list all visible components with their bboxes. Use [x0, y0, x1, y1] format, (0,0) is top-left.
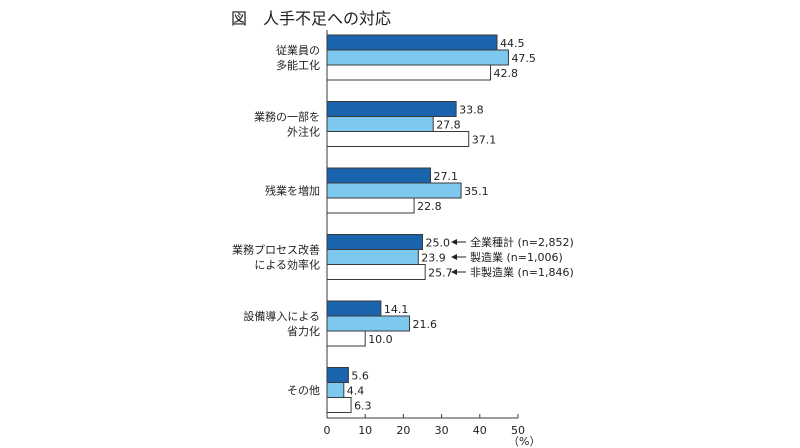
value-label: 27.1 — [434, 170, 459, 183]
category-labels: 従業員の多能工化業務の一部を外注化残業を増加業務プロセス改善による効率化設備導入… — [232, 44, 320, 397]
legend-entry: 全業種計 (n=2,852) — [470, 235, 574, 249]
bar-non-manufacturing — [326, 397, 352, 413]
category-label: 従業員の — [276, 44, 320, 57]
value-label: 22.8 — [417, 200, 442, 213]
bar-manufacturing — [326, 49, 509, 66]
bar-all-industries — [326, 234, 423, 250]
legend-arrowhead — [451, 254, 457, 260]
category-label: その他 — [287, 384, 320, 397]
value-label: 44.5 — [500, 37, 525, 50]
bars-group — [326, 34, 509, 413]
bar-manufacturing — [326, 315, 411, 332]
value-label: 25.0 — [426, 237, 451, 250]
legend: 全業種計 (n=2,852)製造業 (n=1,006)非製造業 (n=1,846… — [451, 235, 574, 279]
legend-arrowhead — [451, 269, 457, 275]
legend-arrowhead — [451, 239, 457, 245]
legend-entry: 製造業 (n=1,006) — [470, 250, 563, 264]
value-label: 27.8 — [436, 119, 461, 132]
bar-all-industries — [326, 300, 382, 317]
value-label: 25.7 — [428, 267, 453, 280]
value-label: 5.6 — [351, 370, 369, 383]
bar-manufacturing — [326, 382, 345, 398]
category-label: 業務の一部を — [254, 110, 320, 124]
x-tick-label: 10 — [358, 424, 372, 437]
x-tick-label: 20 — [396, 424, 410, 437]
bar-non-manufacturing — [326, 197, 415, 214]
bar-non-manufacturing — [326, 264, 426, 280]
x-tick-label: 30 — [435, 424, 449, 437]
x-axis-unit-label: （%） — [508, 435, 540, 448]
bar-all-industries — [326, 34, 498, 51]
value-label: 42.8 — [493, 67, 517, 80]
value-label: 4.4 — [347, 385, 365, 398]
category-label: 省力化 — [287, 324, 320, 338]
bar-all-industries — [326, 367, 349, 383]
bar-manufacturing — [326, 249, 419, 265]
bar-manufacturing — [326, 116, 434, 132]
value-label: 47.5 — [511, 52, 536, 65]
category-label: 外注化 — [287, 125, 320, 139]
bar-non-manufacturing — [326, 330, 366, 347]
bar-non-manufacturing — [326, 64, 491, 81]
x-tick-label: 40 — [473, 424, 487, 437]
x-tick-label: 0 — [324, 424, 331, 437]
value-label: 10.0 — [368, 333, 393, 346]
category-label: 設備導入による — [243, 309, 320, 323]
chart-title: 図 人手不足への対応 — [231, 9, 391, 28]
category-label: による効率化 — [254, 258, 320, 272]
value-label: 14.1 — [384, 303, 409, 316]
category-label: 業務プロセス改善 — [232, 243, 320, 257]
value-label: 37.1 — [472, 134, 497, 147]
category-label: 残業を増加 — [265, 184, 320, 198]
category-label: 多能工化 — [276, 58, 320, 72]
value-label: 35.1 — [464, 185, 489, 198]
value-label: 33.8 — [459, 104, 484, 117]
value-label: 23.9 — [421, 252, 446, 265]
value-labels: 44.5 47.5 42.8 33.8 27.8 37.1 27.1 35.1 22.8 25.0… — [347, 37, 536, 413]
bar-all-industries — [326, 101, 457, 117]
value-label: 6.3 — [354, 400, 372, 413]
x-axis: 0 10 20 30 40 50 — [324, 30, 525, 437]
x-tick-label: 50 — [511, 424, 525, 437]
legend-entry: 非製造業 (n=1,846) — [470, 265, 574, 279]
value-label: 21.6 — [413, 318, 438, 331]
bar-non-manufacturing — [326, 131, 470, 147]
bar-manufacturing — [326, 182, 462, 199]
bar-all-industries — [326, 167, 432, 184]
